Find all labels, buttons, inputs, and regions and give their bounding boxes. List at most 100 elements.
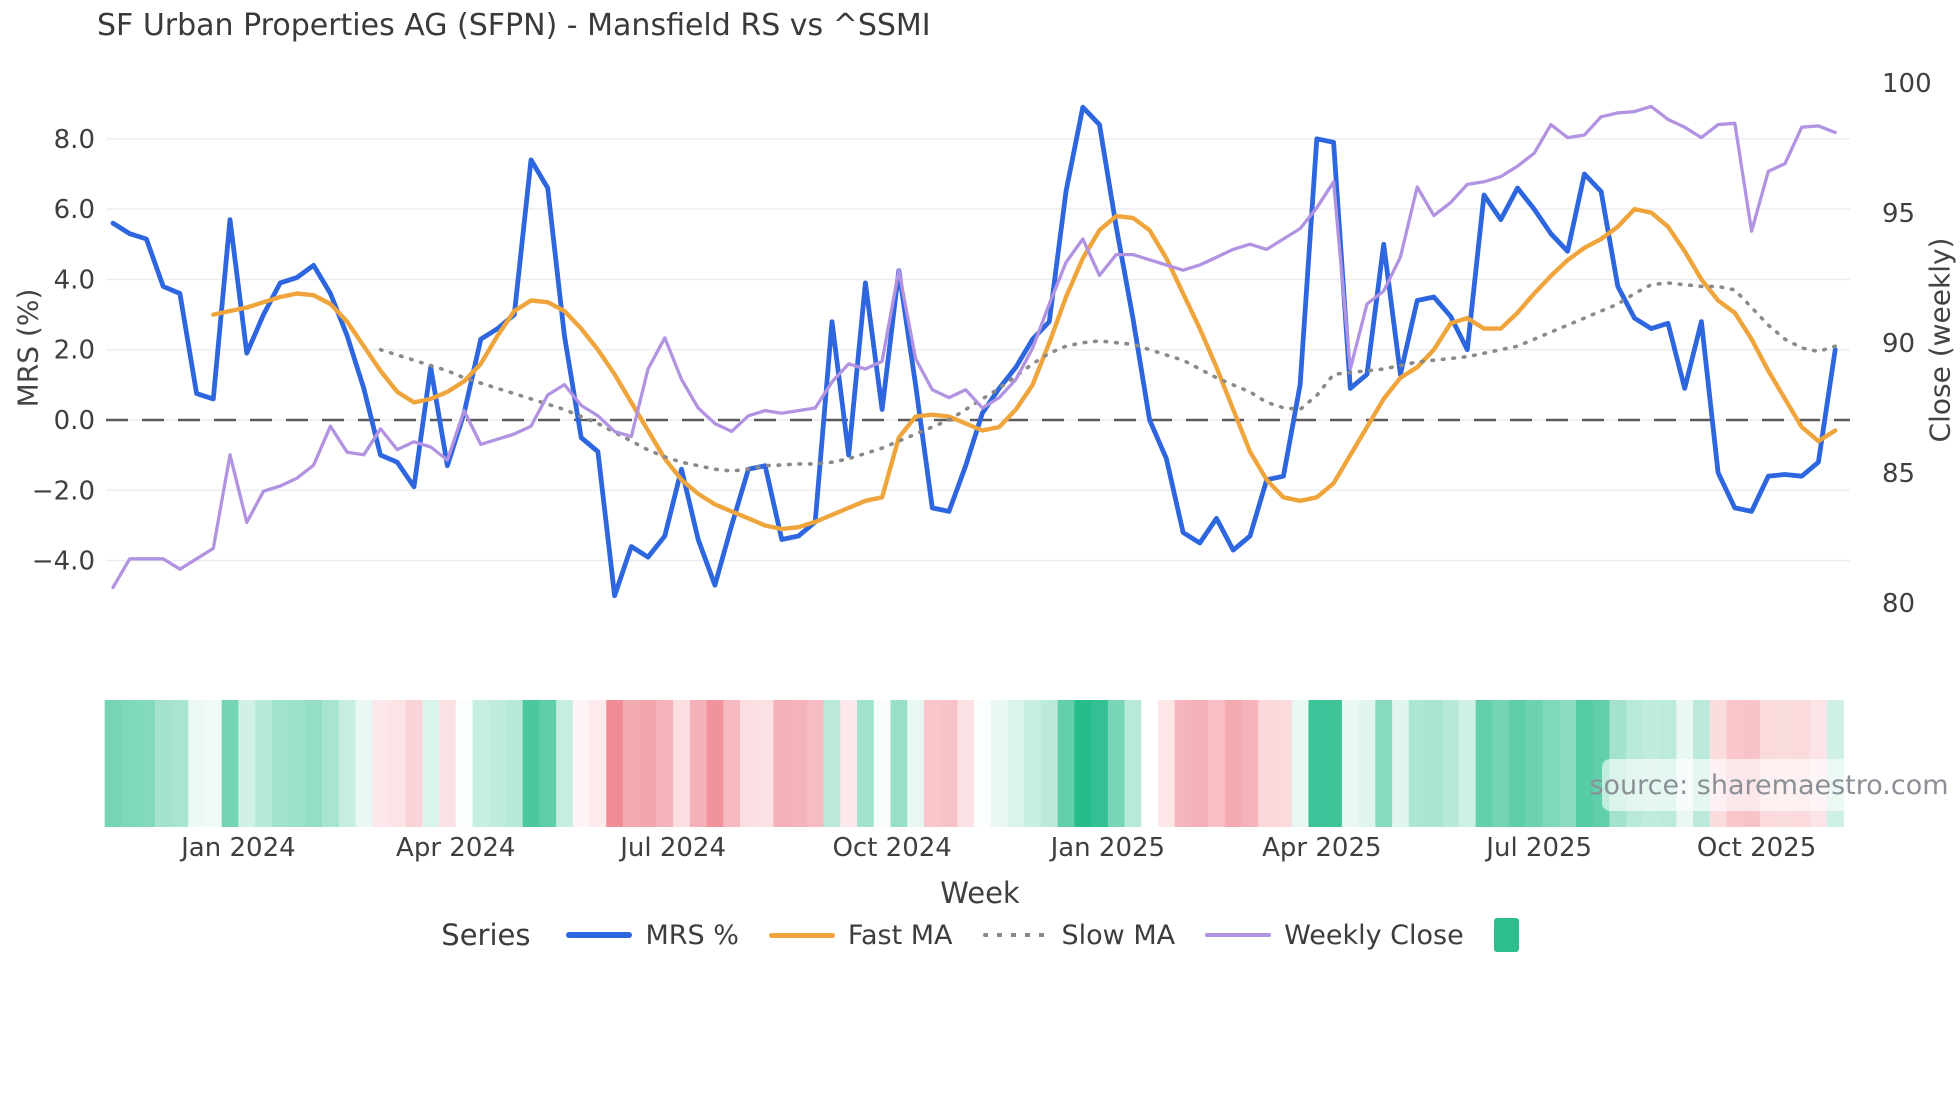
heatmap-week-cell xyxy=(1559,700,1577,827)
x-axis-tick: Oct 2025 xyxy=(1697,833,1816,863)
heatmap-week-cell xyxy=(271,700,290,827)
legend-label: Weekly Close xyxy=(1284,919,1464,951)
heatmap-week-cell xyxy=(171,700,189,827)
heatmap-week-cell xyxy=(1442,700,1460,827)
heatmap-week-cell xyxy=(439,700,457,827)
heatmap-week-cell xyxy=(305,700,323,827)
heatmap-week-cell xyxy=(1007,700,1025,827)
legend-series-label: Series xyxy=(441,918,531,952)
heatmap-week-cell xyxy=(338,700,356,827)
heatmap-week-cell xyxy=(1275,700,1293,827)
heatmap-week-cell xyxy=(1091,700,1109,827)
right-axis-tick: 80 xyxy=(1882,589,1915,619)
heatmap-week-cell xyxy=(656,700,674,827)
heatmap-week-cell xyxy=(1475,700,1493,827)
heatmap-week-cell xyxy=(1074,700,1092,827)
heatmap-week-cell xyxy=(1509,700,1527,827)
left-axis-tick: 4.0 xyxy=(54,265,95,295)
heatmap-week-cell xyxy=(840,700,858,827)
heatmap-week-cell xyxy=(556,700,574,827)
heatmap-week-cell xyxy=(706,700,724,827)
x-axis-tick: Jul 2025 xyxy=(1484,833,1592,863)
x-axis-tick: Apr 2024 xyxy=(396,833,515,863)
heatmap-week-cell xyxy=(1174,700,1192,827)
heatmap-week-cell xyxy=(154,700,173,827)
heatmap-week-cell xyxy=(522,700,540,827)
source-attribution: source: sharemaestro.com xyxy=(1589,759,1949,811)
heatmap-week-cell xyxy=(138,700,156,827)
heatmap-week-cell xyxy=(756,700,774,827)
heatmap-week-cell xyxy=(1241,700,1259,827)
heatmap-week-cell xyxy=(740,700,758,827)
heatmap-week-cell xyxy=(1291,700,1309,827)
heatmap-week-cell xyxy=(405,700,423,827)
heatmap-week-cell xyxy=(1258,700,1276,827)
left-axis-tick: 6.0 xyxy=(54,195,95,225)
heatmap-week-cell xyxy=(1024,700,1042,827)
mrs--line xyxy=(110,104,1838,599)
heatmap-week-cell xyxy=(388,700,407,827)
legend-swatch xyxy=(566,932,633,938)
heatmap-week-cell xyxy=(890,700,908,827)
x-axis-tick: Jan 2025 xyxy=(1049,833,1166,863)
legend-item-mrs-: MRS % xyxy=(566,919,739,951)
left-axis-tick: −2.0 xyxy=(32,476,95,506)
heatmap-week-cell xyxy=(104,700,122,827)
heatmap-week-cell xyxy=(572,700,591,827)
heatmap-week-cell xyxy=(907,700,925,827)
heatmap-week-cell xyxy=(1325,700,1343,827)
heatmap-week-cell xyxy=(238,700,256,827)
left-axis-tick: 0.0 xyxy=(54,406,95,436)
heatmap-week-cell xyxy=(723,700,741,827)
heatmap-week-cell xyxy=(1358,700,1376,827)
heatmap-week-cell xyxy=(322,700,340,827)
heatmap-week-cell xyxy=(606,700,624,827)
legend-items: MRS % Fast MA Slow MA Weekly Close xyxy=(566,919,1464,951)
heatmap-week-cell xyxy=(1208,700,1226,827)
left-axis-tick: 8.0 xyxy=(54,125,95,155)
heatmap-week-cell xyxy=(1124,700,1142,827)
heatmap-week-cell xyxy=(455,700,473,827)
legend: Series MRS % Fast MA Slow MA Weekly Close xyxy=(0,918,1960,952)
heatmap-week-cell xyxy=(1408,700,1427,827)
legend-label: MRS % xyxy=(645,919,739,951)
right-axis-tick: 95 xyxy=(1882,199,1915,229)
heatmap-week-cell xyxy=(940,700,958,827)
heatmap-week-cell xyxy=(773,700,791,827)
heatmap-week-cell xyxy=(539,700,557,827)
legend-label: Fast MA xyxy=(847,919,953,951)
page-title: SF Urban Properties AG (SFPN) - Mansfiel… xyxy=(97,8,931,43)
heatmap-week-cell xyxy=(857,700,875,827)
legend-item-slow-ma: Slow MA xyxy=(982,920,1175,951)
heatmap-swatch xyxy=(1493,918,1519,952)
heatmap-week-cell xyxy=(188,700,206,827)
heatmap-week-cell xyxy=(1040,700,1059,827)
heatmap-week-cell xyxy=(823,700,841,827)
heatmap-week-cell xyxy=(422,700,440,827)
legend-swatch xyxy=(1205,933,1272,937)
heatmap-week-cell xyxy=(873,700,891,827)
heatmap-week-cell xyxy=(673,700,691,827)
heatmap-week-cell xyxy=(1375,700,1393,827)
heatmap-week-cell xyxy=(489,700,507,827)
heatmap-week-cell xyxy=(806,700,825,827)
heatmap-week-cell xyxy=(689,700,708,827)
heatmap-week-cell xyxy=(1107,700,1126,827)
heatmap-week-cell xyxy=(990,700,1009,827)
heatmap-week-cell xyxy=(589,700,607,827)
heatmap-week-cell xyxy=(957,700,975,827)
weekly-close-line xyxy=(111,104,1837,590)
heatmap-week-cell xyxy=(372,700,390,827)
heatmap-week-cell xyxy=(790,700,808,827)
heatmap-week-cell xyxy=(1425,700,1443,827)
slow-ma-line xyxy=(378,281,1837,473)
heatmap-week-cell xyxy=(1158,700,1176,827)
legend-item-fast-ma: Fast MA xyxy=(768,919,953,951)
legend-item-weekly-close: Weekly Close xyxy=(1205,920,1464,951)
heatmap-week-cell xyxy=(221,700,239,827)
heatmap-week-cell xyxy=(505,700,524,827)
heatmap-week-cell xyxy=(974,700,992,827)
right-axis-tick: 85 xyxy=(1882,459,1915,489)
heatmap-week-cell xyxy=(1224,700,1243,827)
